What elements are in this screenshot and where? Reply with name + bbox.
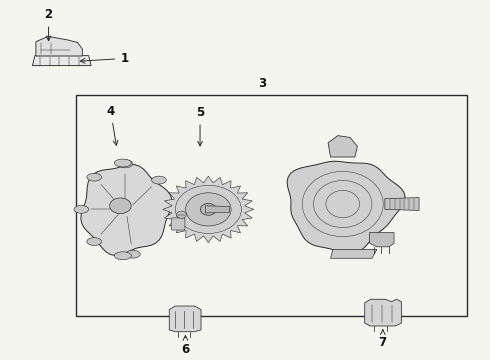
Ellipse shape: [87, 173, 101, 181]
Polygon shape: [365, 299, 401, 326]
Ellipse shape: [125, 250, 140, 258]
Ellipse shape: [151, 176, 166, 184]
Polygon shape: [32, 56, 91, 66]
Circle shape: [186, 193, 231, 226]
Text: 4: 4: [106, 105, 118, 145]
Circle shape: [200, 203, 217, 215]
Text: 3: 3: [258, 77, 266, 90]
Polygon shape: [163, 176, 254, 243]
Polygon shape: [205, 206, 230, 213]
Polygon shape: [36, 36, 82, 56]
Polygon shape: [81, 165, 172, 256]
Ellipse shape: [114, 159, 131, 167]
Text: 6: 6: [181, 336, 190, 356]
Text: 1: 1: [80, 52, 128, 65]
Ellipse shape: [114, 252, 131, 260]
FancyBboxPatch shape: [171, 218, 185, 230]
Ellipse shape: [118, 160, 133, 168]
Circle shape: [110, 198, 131, 213]
Text: 7: 7: [379, 330, 387, 349]
Text: 2: 2: [45, 8, 52, 41]
Polygon shape: [331, 249, 377, 258]
Ellipse shape: [74, 206, 89, 213]
Ellipse shape: [87, 238, 101, 246]
Polygon shape: [287, 161, 405, 253]
Bar: [76, 95, 467, 316]
Circle shape: [175, 185, 242, 233]
Text: 5: 5: [196, 106, 204, 146]
Polygon shape: [385, 198, 419, 211]
Polygon shape: [369, 233, 394, 247]
Polygon shape: [169, 306, 201, 332]
Polygon shape: [328, 136, 357, 157]
Circle shape: [176, 211, 186, 218]
